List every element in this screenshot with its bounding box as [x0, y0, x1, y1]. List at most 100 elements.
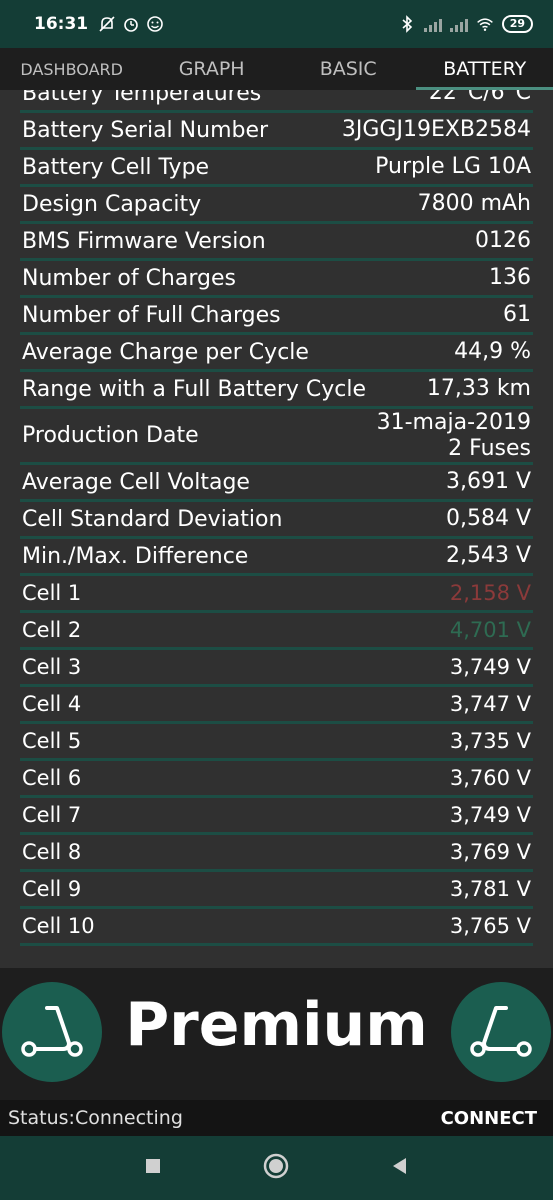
row-label: Min./Max. Difference [22, 543, 249, 569]
smiley-icon [146, 15, 164, 33]
scooter-icon [470, 1006, 532, 1057]
row-label: Cell Standard Deviation [22, 506, 283, 532]
cell-label: Cell 8 [22, 840, 82, 864]
cell-label: Cell 3 [22, 655, 82, 679]
cell-row-10: Cell 10 3,765 V [20, 909, 533, 946]
info-row-full-charges: Number of Full Charges 61 [20, 298, 533, 335]
info-row-average-cell-voltage: Average Cell Voltage 3,691 V [20, 465, 533, 502]
row-value: 17,33 km [426, 376, 531, 401]
tab-dashboard[interactable]: DASHBOARD [20, 59, 123, 79]
connection-status: Status:Connecting [8, 1107, 183, 1129]
row-label: Average Cell Voltage [22, 469, 250, 495]
info-row-std-deviation: Cell Standard Deviation 0,584 V [20, 502, 533, 539]
cell-label: Cell 7 [22, 803, 82, 827]
scooter-icon [21, 1006, 83, 1057]
fuses-value: 2 Fuses [448, 435, 531, 461]
row-label: Battery Cell Type [22, 154, 210, 180]
info-row-cell-type: Battery Cell Type Purple LG 10A [20, 150, 533, 187]
battery-icon: 29 [501, 15, 533, 33]
cell-label: Cell 10 [22, 914, 95, 938]
row-label: Range with a Full Battery Cycle [22, 376, 367, 402]
row-label: Design Capacity [22, 191, 202, 217]
cell-voltage: 4,701 V [449, 618, 531, 642]
connection-status-bar: Status:Connecting CONNECT [0, 1100, 553, 1136]
row-value: 3,691 V [445, 469, 531, 494]
back-icon[interactable] [390, 1156, 410, 1180]
system-status-bar: 16:31 29 [0, 0, 553, 48]
cell-row-2: Cell 2 4,701 V [20, 613, 533, 650]
cell-voltage: 3,735 V [449, 729, 531, 753]
cell-voltage: 3,765 V [449, 914, 531, 938]
cell-row-7: Cell 7 3,749 V [20, 798, 533, 835]
info-row-min-max-difference: Min./Max. Difference 2,543 V [20, 539, 533, 576]
cell-voltage: 3,749 V [449, 803, 531, 827]
production-date-value: 31-maja-2019 [376, 409, 531, 435]
row-value: Purple LG 10A [375, 154, 531, 179]
cell-label: Cell 1 [22, 581, 82, 605]
cell-voltage: 3,769 V [449, 840, 531, 864]
notification-icons [98, 15, 164, 33]
row-label: Battery Serial Number [22, 117, 269, 143]
info-row-average-charge: Average Charge per Cycle 44,9 % [20, 335, 533, 372]
cell-label: Cell 5 [22, 729, 82, 753]
row-value: 3JGGJ19EXB2584 [341, 117, 531, 142]
cell-row-9: Cell 9 3,781 V [20, 872, 533, 909]
row-label: Number of Full Charges [22, 302, 281, 328]
cell-row-4: Cell 4 3,747 V [20, 687, 533, 724]
tab-battery[interactable]: BATTERY [416, 48, 553, 90]
clock: 16:31 [34, 14, 89, 34]
connect-button[interactable]: CONNECT [440, 1107, 537, 1129]
system-icons: 29 [398, 15, 533, 33]
battery-info-list[interactable]: Battery Temperatures 22°C/6°C Battery Se… [0, 90, 553, 968]
row-value: 136 [489, 265, 531, 290]
cell-voltage: 3,760 V [449, 766, 531, 790]
cell-voltage: 3,781 V [449, 877, 531, 901]
row-value: 0,584 V [445, 506, 531, 531]
row-label: Production Date [22, 423, 199, 448]
row-label: Battery Temperatures [22, 90, 262, 106]
row-value: 22°C/6°C [428, 90, 531, 105]
cell-label: Cell 2 [22, 618, 82, 642]
tab-bar: DASHBOARD GRAPH BASIC BATTERY [0, 48, 553, 90]
row-value: 44,9 % [454, 339, 531, 364]
premium-banner: Premium [0, 968, 553, 1100]
tab-basic[interactable]: BASIC [319, 58, 377, 80]
info-row-serial-number: Battery Serial Number 3JGGJ19EXB2584 [20, 113, 533, 150]
info-row-design-capacity: Design Capacity 7800 mAh [20, 187, 533, 224]
mute-icon [98, 15, 116, 33]
row-value: 31-maja-2019 2 Fuses [377, 410, 531, 462]
cell-voltage: 3,749 V [449, 655, 531, 679]
navigation-bar [0, 1136, 553, 1200]
info-row-bms-firmware: BMS Firmware Version 0126 [20, 224, 533, 261]
bluetooth-icon [398, 15, 416, 33]
wifi-icon [476, 15, 494, 33]
info-row-production-date: Production Date 31-maja-2019 2 Fuses [20, 409, 533, 465]
row-value: 0126 [475, 228, 531, 253]
cell-voltage: 2,158 V [449, 581, 531, 605]
cell-row-6: Cell 6 3,760 V [20, 761, 533, 798]
scooter-right-button[interactable] [451, 982, 551, 1082]
row-label: BMS Firmware Version [22, 228, 266, 254]
info-row-range: Range with a Full Battery Cycle 17,33 km [20, 372, 533, 409]
tab-graph[interactable]: GRAPH [178, 58, 245, 80]
cell-row-3: Cell 3 3,749 V [20, 650, 533, 687]
row-value: 2,543 V [445, 543, 531, 568]
cell-label: Cell 4 [22, 692, 82, 716]
home-icon[interactable] [262, 1152, 290, 1184]
premium-label: Premium [125, 990, 428, 1060]
row-label: Average Charge per Cycle [22, 339, 309, 365]
signal-icon [423, 16, 442, 32]
row-value: 61 [503, 302, 531, 327]
cell-label: Cell 9 [22, 877, 82, 901]
signal-icon [449, 16, 468, 32]
row-value: 7800 mAh [417, 191, 531, 216]
cell-voltage: 3,747 V [449, 692, 531, 716]
cell-row-5: Cell 5 3,735 V [20, 724, 533, 761]
alarm-icon [122, 15, 140, 33]
scooter-left-button[interactable] [2, 982, 102, 1082]
cell-row-8: Cell 8 3,769 V [20, 835, 533, 872]
row-label: Number of Charges [22, 265, 236, 291]
info-row-battery-temperatures: Battery Temperatures 22°C/6°C [20, 90, 533, 113]
recents-icon[interactable] [144, 1157, 162, 1179]
cell-label: Cell 6 [22, 766, 82, 790]
